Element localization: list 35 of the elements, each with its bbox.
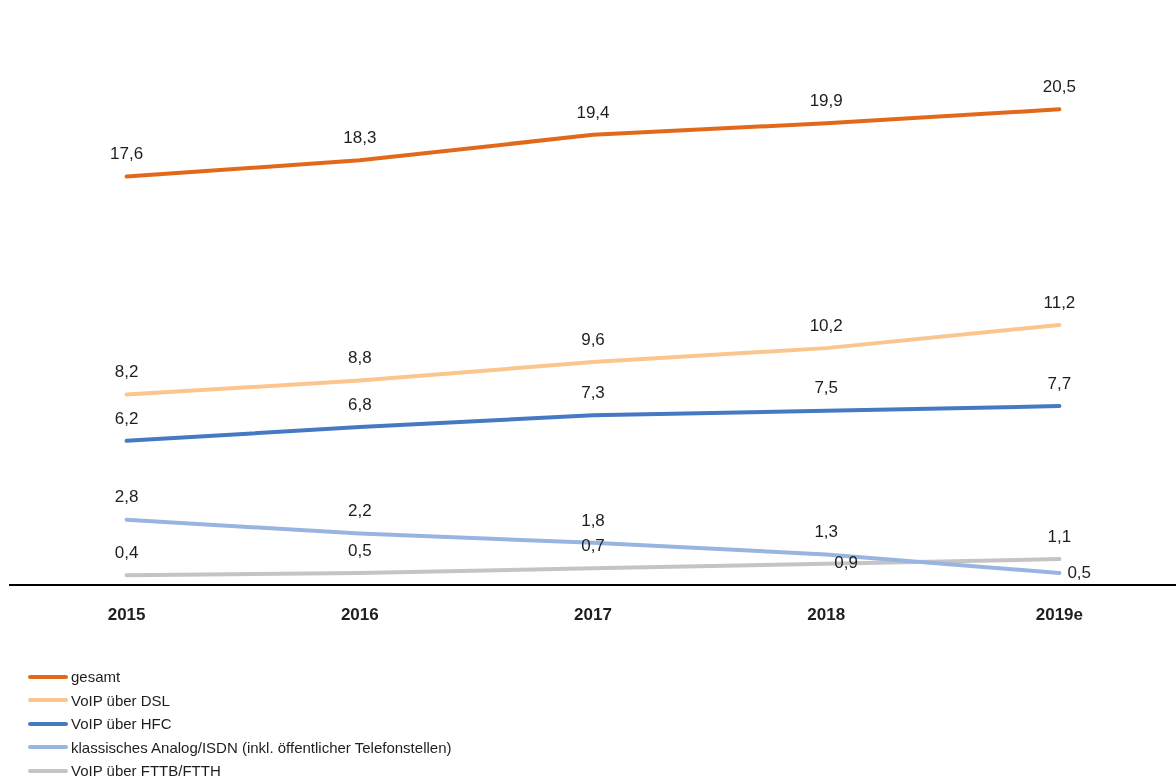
data-label: 0,4 (114, 543, 139, 563)
data-label: 19,9 (809, 90, 843, 110)
data-label: 2,2 (347, 501, 372, 521)
x-tick-label: 2015 (107, 605, 146, 625)
data-label: 8,8 (347, 348, 372, 368)
data-label: 8,2 (114, 362, 139, 382)
data-label: 7,7 (1047, 373, 1072, 393)
data-label: 18,3 (343, 128, 377, 148)
data-label: 1,1 (1047, 526, 1072, 546)
x-tick-label: 2016 (340, 605, 379, 625)
data-label: 11,2 (1043, 292, 1076, 312)
legend-label: VoIP über DSL (71, 691, 170, 709)
data-label: 7,5 (814, 378, 839, 398)
data-label: 0,7 (581, 536, 605, 556)
data-label: 1,8 (581, 510, 605, 530)
data-label: 19,4 (576, 102, 610, 122)
data-label: 1,3 (814, 522, 839, 542)
data-label: 0,5 (1067, 562, 1092, 582)
x-tick-label: 2019e (1035, 605, 1084, 625)
legend-label: VoIP über HFC (71, 715, 172, 733)
data-label: 10,2 (809, 315, 843, 335)
data-label: 0,5 (347, 540, 372, 560)
x-tick-label: 2018 (807, 605, 846, 625)
data-label: 7,3 (581, 383, 605, 403)
data-label: 6,2 (114, 408, 139, 428)
data-label: 0,9 (834, 553, 858, 573)
data-label: 17,6 (110, 144, 144, 164)
data-label: 9,6 (581, 329, 605, 349)
legend-label: klassisches Analog/ISDN (inkl. öffentlicher Telefonstellen) (71, 738, 452, 756)
data-label: 2,8 (114, 487, 139, 507)
legend-label: gesamt (71, 668, 121, 686)
data-label: 20,5 (1042, 77, 1076, 97)
data-label: 6,8 (347, 394, 372, 414)
legend-label: VoIP über FTTB/FTTH (71, 762, 221, 780)
x-tick-label: 2017 (574, 605, 612, 625)
